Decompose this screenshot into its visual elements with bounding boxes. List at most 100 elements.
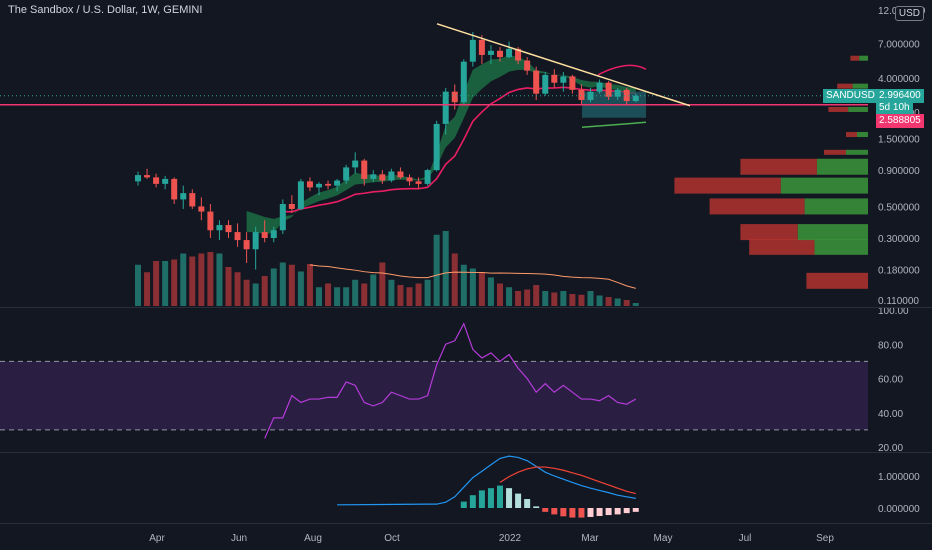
volume-profile-down xyxy=(850,55,860,61)
rsi-pane[interactable] xyxy=(0,322,868,439)
pane-separator-macd[interactable] xyxy=(0,452,932,453)
volume-bar xyxy=(334,287,341,306)
candle-body xyxy=(551,74,558,83)
macd-histogram-bar xyxy=(551,508,558,515)
candle-body xyxy=(560,76,567,83)
volume-bar xyxy=(153,261,160,306)
macd-pane[interactable] xyxy=(337,455,639,518)
price-tick-label: 0.500000 xyxy=(878,202,920,213)
candle-body xyxy=(207,211,214,231)
volume-bar xyxy=(460,264,467,306)
price-tick-label: 0.300000 xyxy=(878,234,920,245)
volume-profile-down xyxy=(740,158,817,175)
candle-body xyxy=(578,89,585,100)
macd-histogram-bar xyxy=(605,508,612,516)
candle-body xyxy=(225,225,232,233)
volume-bar xyxy=(252,283,259,306)
price-tick-label: 0.110000 xyxy=(878,296,919,307)
volume-bar xyxy=(180,253,187,306)
macd-histogram-bar xyxy=(460,501,467,508)
volume-bar xyxy=(288,264,295,306)
candle-body xyxy=(135,175,141,182)
volume-bar xyxy=(442,231,449,306)
projection-curve xyxy=(597,64,647,76)
volume-bar xyxy=(415,283,422,306)
volume-profile-down xyxy=(749,238,815,255)
price-tick-label: 0.180000 xyxy=(878,266,920,277)
macd-histogram-bar xyxy=(497,485,503,508)
macd-histogram-bar xyxy=(533,506,540,508)
candle-body xyxy=(469,39,476,62)
time-tick-label: Jun xyxy=(231,533,247,544)
candle-body xyxy=(153,177,160,184)
macd-tick-label: 1.000000 xyxy=(878,472,920,483)
candle-body xyxy=(171,178,178,200)
volume-bar xyxy=(270,268,277,306)
candle-body xyxy=(542,74,549,94)
volume-bar xyxy=(162,261,169,306)
volume-bar xyxy=(569,294,576,306)
candle-body xyxy=(352,160,359,168)
volume-profile-up xyxy=(852,83,868,89)
volume-bar xyxy=(424,279,431,306)
macd-histogram-bar xyxy=(569,508,576,518)
volume-profile-up xyxy=(814,238,868,255)
macd-histogram-bar xyxy=(478,490,485,508)
candle-body xyxy=(252,232,259,250)
candle-body xyxy=(288,203,295,209)
volume-bar xyxy=(578,294,585,306)
price-tick-label: 7.000000 xyxy=(878,39,920,50)
price-pane[interactable] xyxy=(0,23,868,306)
volume-profile-up xyxy=(859,55,868,61)
volume-bar xyxy=(451,253,458,306)
candle-body xyxy=(397,171,404,178)
rsi-tick-label: 80.00 xyxy=(878,340,903,351)
candle-body xyxy=(569,76,576,90)
candle-body xyxy=(297,181,304,209)
candle-body xyxy=(180,193,187,200)
candle-body xyxy=(279,203,286,231)
candle-body xyxy=(497,50,503,58)
candle-body xyxy=(451,91,458,103)
volume-bar xyxy=(306,264,313,306)
candle-body xyxy=(343,167,350,181)
candle-body xyxy=(379,174,386,181)
volume-bar xyxy=(361,283,368,306)
volume-bar xyxy=(433,234,440,306)
pane-separator-rsi[interactable] xyxy=(0,307,932,308)
macd-histogram-bar xyxy=(469,495,476,508)
volume-profile-up xyxy=(816,158,868,175)
volume-bar xyxy=(487,277,494,306)
currency-button[interactable]: USD xyxy=(894,6,924,21)
level-price-label: 2.588805 xyxy=(876,114,924,128)
volume-profile-up xyxy=(797,224,868,241)
macd-histogram-bar xyxy=(487,488,494,508)
volume-ma-line xyxy=(309,264,636,289)
slow-ma-line xyxy=(282,86,636,213)
volume-profile-down xyxy=(828,106,849,112)
candle-body xyxy=(596,82,603,92)
macd-histogram-bar xyxy=(587,508,594,517)
volume-bar xyxy=(198,253,205,306)
macd-histogram-bar xyxy=(506,488,513,508)
time-tick-label: Mar xyxy=(581,533,599,544)
candle-body xyxy=(515,48,522,61)
volume-bar xyxy=(406,287,413,306)
volume-profile-up xyxy=(780,177,868,194)
volume-bar xyxy=(533,285,540,306)
volume-bar xyxy=(207,252,214,306)
volume-bar xyxy=(542,291,549,306)
candle-body xyxy=(487,50,494,55)
volume-bar xyxy=(506,287,513,306)
macd-signal-line xyxy=(499,466,636,495)
volume-profile-down xyxy=(740,224,798,241)
ema-ribbon xyxy=(246,55,636,234)
macd-histogram-bar xyxy=(515,493,522,508)
volume-bar xyxy=(497,283,503,306)
descending-trendline[interactable] xyxy=(436,23,691,107)
macd-tick-label: 0.000000 xyxy=(878,504,920,515)
candle-body xyxy=(506,48,513,58)
volume-bar xyxy=(524,289,531,306)
candle-body xyxy=(406,177,413,182)
